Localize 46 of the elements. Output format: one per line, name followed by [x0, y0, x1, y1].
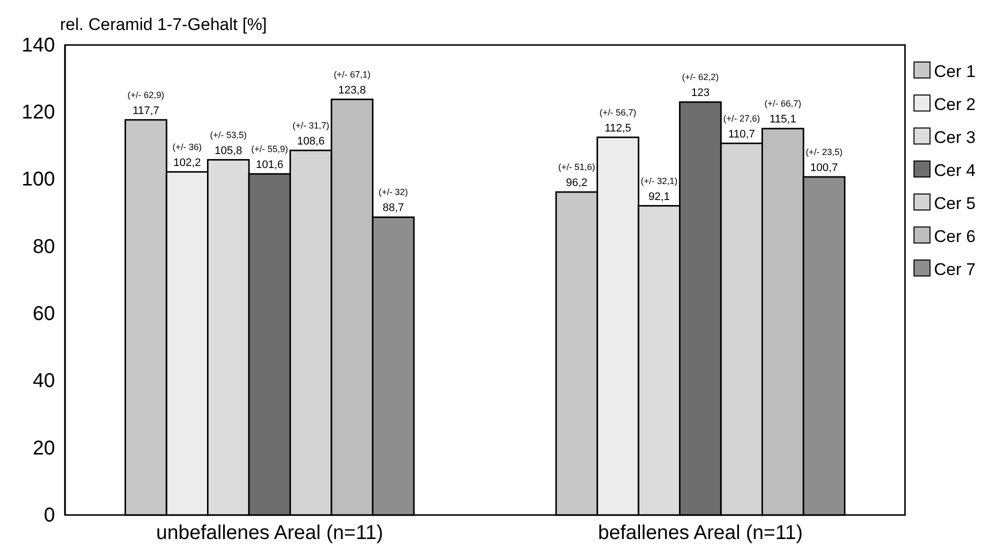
- x-tick-label: befallenes Areal (n=11): [598, 522, 803, 544]
- data-label: 101,6: [256, 158, 284, 171]
- data-label: 123,8: [338, 84, 366, 96]
- annotation: (+/- 66,7): [764, 98, 802, 109]
- annotation: (+/- 55,9): [251, 144, 288, 154]
- annotation: (+/- 31,7): [292, 120, 330, 130]
- y-axis-title: rel. Ceramid 1-7-Gehalt [%]: [60, 15, 267, 34]
- annotation: (+/- 67,1): [334, 69, 370, 80]
- legend-label: Cer 1: [934, 62, 976, 81]
- legend-label: Cer 3: [934, 128, 976, 147]
- data-label: 100,7: [810, 162, 838, 174]
- annotation: (+/- 62,9): [128, 90, 164, 100]
- data-label: 115,1: [769, 114, 796, 126]
- y-tick-label: 0: [44, 504, 55, 526]
- y-tick-label: 120: [22, 102, 55, 124]
- data-label: 102,2: [173, 156, 201, 169]
- y-tick-label: 100: [22, 168, 55, 191]
- annotation: (+/- 51,6): [558, 162, 596, 172]
- annotation: (+/- 23,5): [806, 146, 842, 157]
- y-tick-label: 60: [32, 302, 55, 325]
- legend-label: Cer 2: [934, 95, 976, 114]
- legend-label: Cer 5: [934, 194, 976, 213]
- data-label: 108,6: [297, 135, 325, 148]
- legend-label: Cer 6: [934, 227, 976, 246]
- x-tick-label: unbefallenes Areal (n=11): [156, 522, 384, 544]
- data-label: 123: [691, 87, 710, 100]
- y-tick-label: 140: [22, 34, 55, 56]
- annotation: (+/- 32,1): [640, 176, 678, 186]
- annotation: (+/- 36): [172, 142, 202, 152]
- annotation: (+/- 32): [378, 187, 408, 198]
- y-tick-label: 80: [32, 236, 55, 258]
- data-label: 117,7: [132, 104, 160, 117]
- y-tick-label: 20: [32, 437, 55, 460]
- annotation: (+/- 62,2): [682, 72, 719, 82]
- data-label: 105,8: [214, 144, 242, 157]
- legend-label: Cer 4: [934, 161, 976, 180]
- y-tick-label: 40: [32, 370, 55, 392]
- data-label: 110,7: [728, 128, 755, 140]
- annotation: (+/- 53,5): [210, 130, 247, 140]
- data-label: 96,2: [566, 177, 588, 190]
- legend-label: Cer 7: [934, 260, 976, 279]
- annotation: (+/- 56,7): [600, 107, 636, 118]
- annotation: (+/- 27,6): [723, 113, 760, 124]
- data-label: 88,7: [382, 202, 404, 214]
- data-label: 92,1: [648, 190, 670, 203]
- data-label: 112,5: [604, 122, 632, 134]
